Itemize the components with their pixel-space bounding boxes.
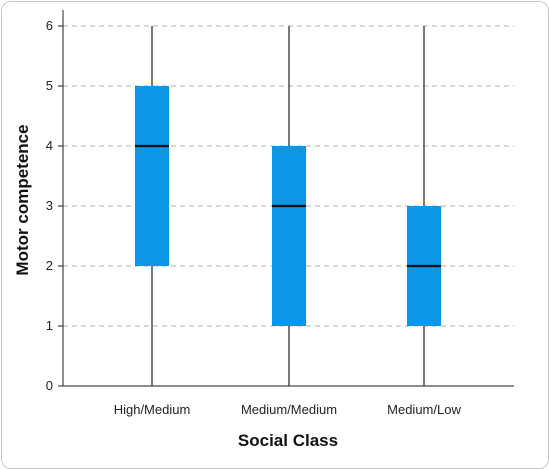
x-axis-title: Social Class [238,431,338,450]
y-tick-label: 6 [46,18,53,33]
box-iqr [135,86,169,266]
y-tick-label: 2 [46,258,53,273]
x-ticks: High/Medium Medium/Medium Medium/Low [114,402,462,417]
y-tick-label: 1 [46,318,53,333]
y-tick-label: 5 [46,78,53,93]
boxes [135,26,441,386]
y-ticks: 0 1 2 3 4 5 6 [46,18,63,393]
x-tick-label: Medium/Medium [241,402,337,417]
y-tick-label: 0 [46,378,53,393]
box-iqr [272,146,306,326]
y-axis-title: Motor competence [13,124,32,275]
y-tick-label: 3 [46,198,53,213]
x-tick-label: Medium/Low [387,402,461,417]
x-tick-label: High/Medium [114,402,191,417]
y-tick-label: 4 [46,138,53,153]
